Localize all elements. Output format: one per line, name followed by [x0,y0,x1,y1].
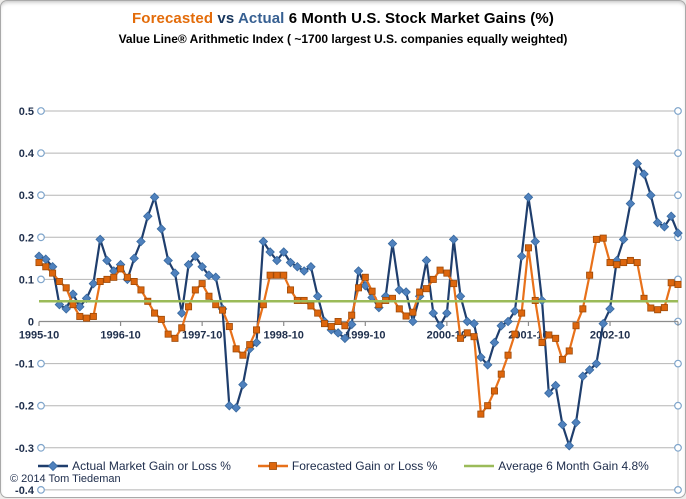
svg-text:2000-10: 2000-10 [427,330,467,342]
svg-text:-0.2: -0.2 [15,401,34,413]
svg-text:1995-10: 1995-10 [19,330,59,342]
legend-item-forecasted: Forecasted Gain or Loss % [257,459,437,473]
actual-series-marker-icon [37,460,69,472]
x-axis-labels: 1995-10 1996-10 1997-10 1998-10 1999-10 2000-… [19,330,630,342]
svg-text:0.4: 0.4 [19,148,35,160]
svg-text:1997-10: 1997-10 [182,330,222,342]
svg-text:0.5: 0.5 [19,106,34,118]
series-actual [34,158,683,451]
svg-text:1996-10: 1996-10 [100,330,140,342]
svg-text:1999-10: 1999-10 [345,330,385,342]
forecasted-series-marker-icon [257,460,289,472]
x-axis [38,320,679,326]
title-forecasted: Forecasted [132,10,214,27]
y-axis-labels: 0.5 0.4 0.3 0.2 0.1 0 -0.1 -0.2 -0.3 -0.4 [15,106,35,497]
chart-title: Forecasted vs Actual 6 Month U.S. Stock … [1,10,685,27]
legend-label-actual: Actual Market Gain or Loss % [72,459,231,473]
svg-text:0.1: 0.1 [19,274,34,286]
average-line-marker-icon [463,460,495,472]
chart-subtitle: Value Line® Arithmetic Index ( ~1700 lar… [118,32,568,46]
svg-text:2002-10: 2002-10 [590,330,630,342]
svg-text:2001-10: 2001-10 [508,330,548,342]
svg-text:-0.1: -0.1 [15,359,34,371]
svg-text:0: 0 [28,317,34,329]
legend-label-average: Average 6 Month Gain 4.8% [498,459,649,473]
legend-item-actual: Actual Market Gain or Loss % [37,459,231,473]
svg-text:-0.3: -0.3 [15,443,34,455]
title-actual: Actual [237,10,285,27]
legend: Actual Market Gain or Loss % Forecasted … [1,459,685,473]
svg-text:1998-10: 1998-10 [264,330,304,342]
gridlines [39,107,679,493]
copyright-text: © 2014 Tom Tiedeman [10,473,121,485]
svg-text:-0.4: -0.4 [15,485,35,497]
title-rest: 6 Month U.S. Stock Market Gains (%) [288,10,554,27]
svg-text:0.3: 0.3 [19,190,34,202]
series-forecasted [35,234,682,418]
legend-label-forecasted: Forecasted Gain or Loss % [291,459,438,473]
legend-item-average: Average 6 Month Gain 4.8% [463,459,649,473]
title-vs: vs [217,10,235,27]
svg-text:0.2: 0.2 [19,232,34,244]
